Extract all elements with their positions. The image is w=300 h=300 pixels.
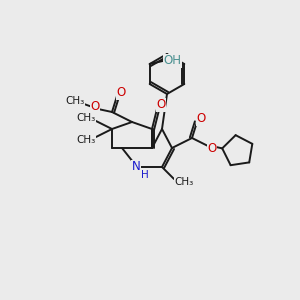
Text: N: N <box>132 160 140 173</box>
Text: O: O <box>207 142 217 154</box>
Text: CH₃: CH₃ <box>76 113 96 123</box>
Text: O: O <box>196 112 206 125</box>
Text: H: H <box>141 170 149 180</box>
Text: OH: OH <box>164 55 182 68</box>
Text: O: O <box>116 86 126 100</box>
Text: O: O <box>90 100 100 113</box>
Text: O: O <box>156 98 166 112</box>
Text: CH₃: CH₃ <box>65 96 85 106</box>
Text: CH₃: CH₃ <box>76 135 96 145</box>
Text: CH₃: CH₃ <box>174 177 194 187</box>
